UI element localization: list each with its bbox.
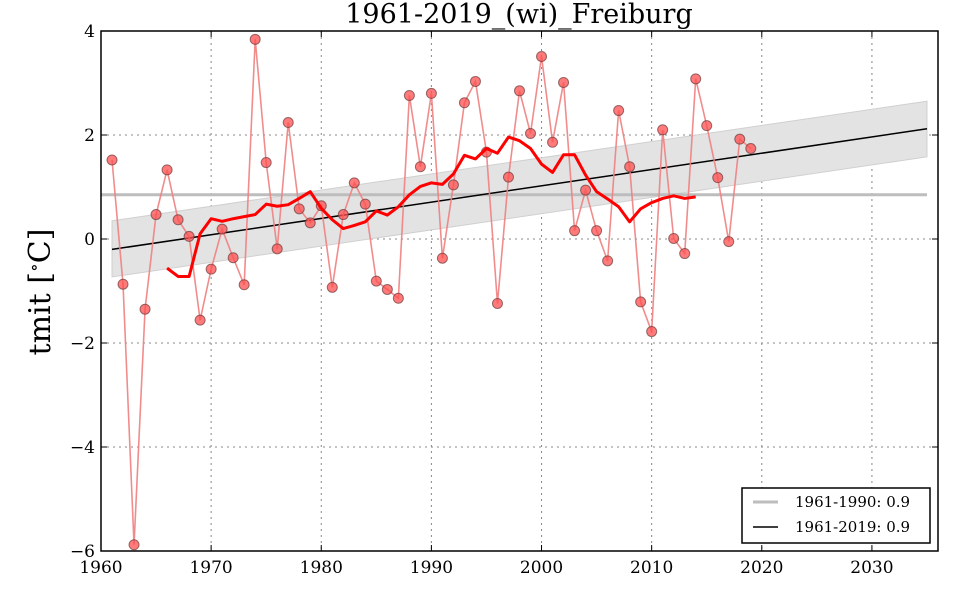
data-point [635, 296, 647, 308]
data-point [348, 177, 360, 189]
y-tick-label: 2 [84, 126, 95, 146]
data-point [447, 179, 459, 191]
trend-layer [111, 128, 928, 251]
y-axis-label-main: tmit [ [23, 272, 58, 355]
x-tick-label: 1990 [410, 558, 453, 578]
y-axis-label: tmit [∘C] [23, 229, 58, 356]
svg-text:tmit [∘C]: tmit [∘C] [23, 229, 58, 356]
data-point [238, 279, 250, 291]
y-tick-label: 0 [84, 230, 95, 250]
data-point [536, 50, 548, 62]
legend-reference-label: 1961-1990: 0.9 [795, 493, 910, 511]
data-point [569, 225, 581, 237]
data-point [580, 184, 592, 196]
legend: 1961-1990: 0.9 1961-2019: 0.9 [741, 487, 931, 544]
data-point [701, 120, 713, 132]
data-point [282, 117, 294, 129]
data-point [216, 223, 228, 235]
x-tick-label: 1960 [79, 558, 122, 578]
data-point [139, 303, 151, 315]
data-point [745, 143, 757, 155]
data-point [381, 283, 393, 295]
data-point [712, 172, 724, 184]
data-point [194, 314, 206, 326]
data-point [370, 275, 382, 287]
data-point [227, 252, 239, 264]
data-point [679, 248, 691, 260]
data-point [260, 157, 272, 169]
axes-frame-layer [100, 30, 939, 552]
running-mean-line [166, 135, 696, 278]
data-point [403, 89, 415, 101]
data-point [293, 203, 305, 215]
data-point [161, 164, 173, 176]
data-point [657, 124, 669, 136]
data-point [414, 161, 426, 173]
data-point [469, 75, 481, 87]
x-tick-label: 2000 [520, 558, 563, 578]
y-axis-label-unit: C] [23, 229, 58, 264]
data-point [525, 127, 537, 139]
data-point [117, 278, 129, 290]
grid-layer [101, 31, 938, 551]
data-point [690, 73, 702, 85]
y-tick-label: −6 [70, 542, 95, 562]
data-point [337, 209, 349, 221]
data-point [436, 252, 448, 264]
data-point [624, 161, 636, 173]
data-point [150, 209, 162, 221]
legend-trend-label: 1961-2019: 0.9 [795, 518, 910, 536]
data-point [271, 243, 283, 255]
data-point [558, 76, 570, 88]
data-point [128, 539, 140, 551]
data-point [491, 297, 503, 309]
y-tick-label: −4 [70, 438, 95, 458]
x-tick-label: 2010 [630, 558, 673, 578]
data-point [425, 87, 437, 99]
data-point [668, 232, 680, 244]
legend-box [741, 487, 931, 544]
data-point [646, 326, 658, 338]
data-point [613, 105, 625, 117]
y-tick-label: 4 [84, 22, 95, 42]
data-point [392, 292, 404, 304]
running-mean-layer [166, 135, 696, 278]
annual-series-layer [106, 33, 757, 551]
x-tick-label: 2020 [740, 558, 783, 578]
data-point [106, 154, 118, 166]
data-point [514, 85, 525, 97]
y-tick-label: −2 [70, 334, 95, 354]
chart-title: 1961-2019_(wi)_Freiburg [345, 0, 692, 30]
y-axis-label-degree: ∘ [24, 263, 45, 272]
x-tick-label: 2030 [850, 558, 893, 578]
data-point [502, 171, 514, 183]
data-point [304, 217, 316, 229]
x-tick-label: 1970 [189, 558, 232, 578]
trend-line [111, 128, 928, 251]
plot-frame [100, 30, 939, 552]
data-point [326, 281, 338, 293]
data-point [249, 33, 261, 45]
data-point [172, 214, 184, 226]
data-point [205, 263, 217, 275]
data-point [591, 225, 603, 237]
data-point [183, 230, 195, 242]
data-point [547, 136, 559, 148]
tick-label-layer: 1960 1970 1980 1990 2000 2010 2020 2030 −6 −4 −2 0 2… [70, 22, 938, 578]
data-point [723, 236, 735, 248]
data-point [359, 198, 371, 210]
x-tick-label: 1980 [300, 558, 343, 578]
data-point [734, 133, 746, 145]
data-point [458, 97, 470, 109]
data-point [602, 255, 614, 267]
